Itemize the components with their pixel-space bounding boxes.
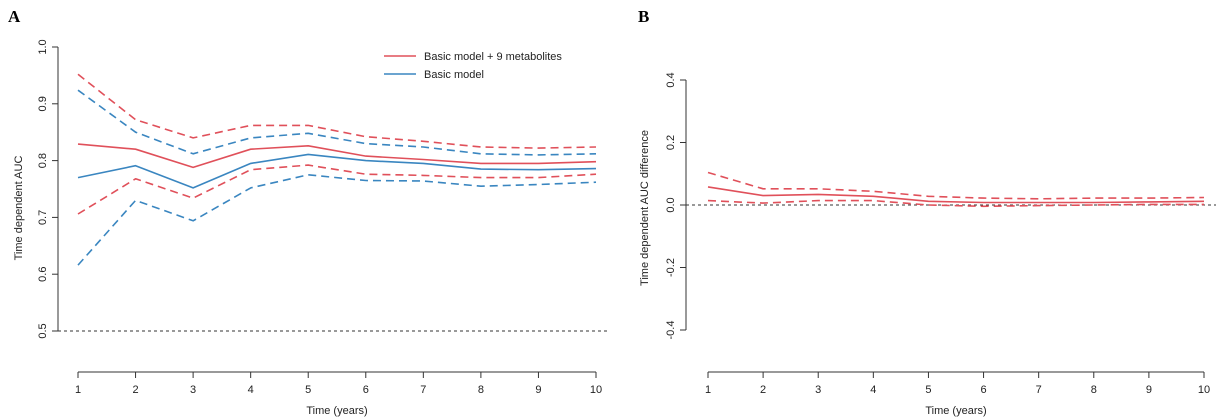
x-tick-label: 3	[190, 384, 196, 396]
series-red-solid-0	[77, 143, 597, 169]
panel-a: A Time dependent AUC Time (years) 0.5 0.6…	[8, 7, 608, 417]
panel-a-axes: 0.5 0.6 0.7 0.8 0.9 1.0 1 2 3 4 5 6 7 8 9 10	[37, 39, 608, 396]
x-tick-label: 6	[363, 384, 369, 396]
x-tick-label: 9	[535, 384, 541, 396]
y-tick-label: 0.9	[37, 96, 49, 111]
y-tick-label: -0.4	[665, 321, 677, 340]
panel-b-series	[707, 171, 1205, 208]
y-tick-label: 0.7	[37, 210, 49, 225]
y-tick-label: 0.8	[37, 153, 49, 168]
panel-a-x-axis-title: Time (years)	[306, 405, 367, 417]
panel-a-label: A	[8, 7, 21, 26]
series-red-dashed-1	[707, 171, 1205, 200]
panel-b-label: B	[638, 7, 649, 26]
x-tick-label: 8	[1091, 384, 1097, 396]
legend-box	[376, 44, 596, 88]
x-tick-label: 4	[248, 384, 254, 396]
x-tick-label: 5	[305, 384, 311, 396]
panel-b-y-axis-title: Time dependent AUC difference	[639, 130, 651, 286]
y-tick-label: 0.2	[665, 135, 677, 150]
series-red-dashed-1	[77, 73, 597, 149]
x-tick-label: 4	[870, 384, 876, 396]
x-tick-label: 1	[75, 384, 81, 396]
panel-a-series	[77, 73, 597, 266]
series-blue-dashed-4	[77, 89, 597, 156]
series-blue-solid-3	[77, 153, 597, 189]
x-tick-label: 1	[705, 384, 711, 396]
x-tick-label: 2	[132, 384, 138, 396]
legend-label-basic: Basic model	[424, 69, 484, 81]
x-tick-label: 7	[1036, 384, 1042, 396]
y-tick-label: 1.0	[37, 39, 49, 54]
x-tick-label: 9	[1146, 384, 1152, 396]
x-tick-label: 8	[478, 384, 484, 396]
panel-b-x-axis-title: Time (years)	[925, 405, 986, 417]
panel-a-legend: Basic model + 9 metabolites Basic model	[376, 44, 596, 88]
y-tick-label: 0.5	[37, 323, 49, 338]
series-red-dashed-2	[77, 164, 597, 215]
x-tick-label: 6	[980, 384, 986, 396]
x-tick-label: 3	[815, 384, 821, 396]
panel-b: B Time dependent AUC difference Time (ye…	[638, 7, 1216, 417]
x-tick-label: 10	[590, 384, 602, 396]
series-red-solid-0	[707, 186, 1205, 204]
panel-a-y-axis-title: Time dependent AUC	[13, 156, 25, 261]
x-tick-label: 10	[1198, 384, 1210, 396]
x-tick-label: 7	[420, 384, 426, 396]
y-tick-label: 0.6	[37, 267, 49, 282]
panel-b-axes: -0.4 -0.2 0.0 0.2 0.4 1 2 3 4 5 6 7 8 9 10	[665, 72, 1216, 396]
y-tick-label: -0.2	[665, 258, 677, 277]
series-blue-dashed-5	[77, 174, 597, 266]
x-tick-label: 5	[925, 384, 931, 396]
y-tick-label: 0.0	[665, 197, 677, 212]
series-red-dashed-2	[707, 199, 1204, 208]
y-tick-label: 0.4	[665, 72, 677, 87]
legend-label-metabolites: Basic model + 9 metabolites	[424, 51, 562, 63]
x-tick-label: 2	[760, 384, 766, 396]
